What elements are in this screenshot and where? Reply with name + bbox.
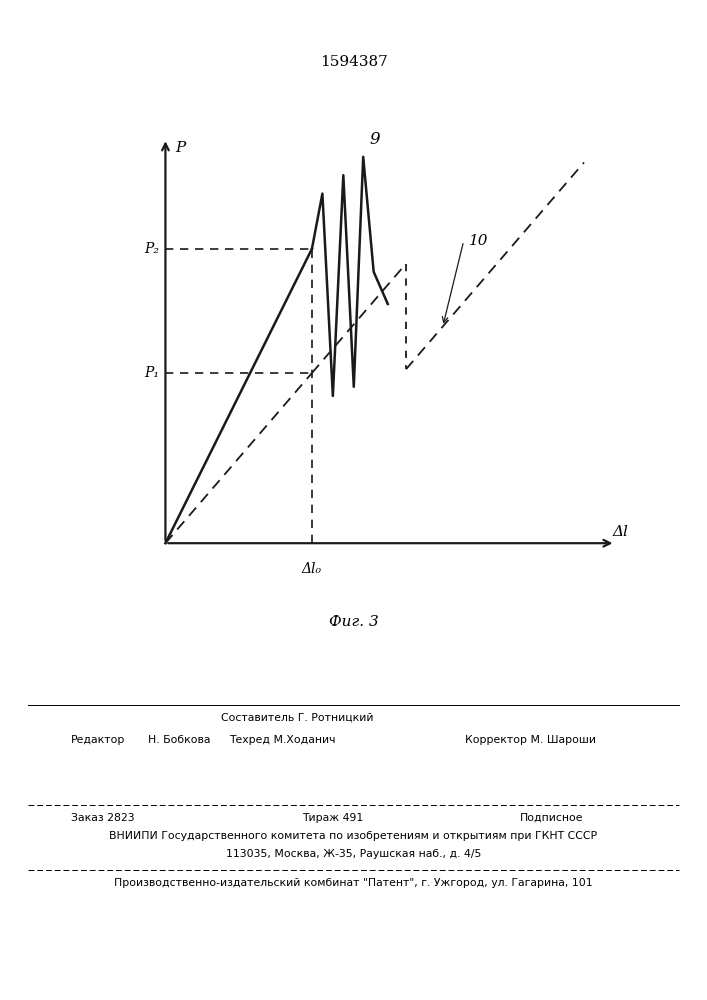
Text: 1594387: 1594387 (320, 55, 387, 69)
Text: Δl: Δl (613, 525, 629, 539)
Text: P: P (175, 141, 185, 155)
Text: Техред М.Ходанич: Техред М.Ходанич (230, 735, 336, 745)
Text: P₁: P₁ (144, 366, 159, 380)
Text: Фиг. 3: Фиг. 3 (329, 615, 378, 629)
Text: Δl₀: Δl₀ (302, 562, 322, 576)
Text: Составитель Г. Ротницкий: Составитель Г. Ротницкий (221, 713, 373, 723)
Text: Редактор: Редактор (71, 735, 125, 745)
Text: ВНИИПИ Государственного комитета по изобретениям и открытиям при ГКНТ СССР: ВНИИПИ Государственного комитета по изоб… (110, 831, 597, 841)
Text: 10: 10 (469, 234, 489, 248)
Text: 113035, Москва, Ж-35, Раушская наб., д. 4/5: 113035, Москва, Ж-35, Раушская наб., д. … (226, 849, 481, 859)
Text: Производственно-издательский комбинат "Патент", г. Ужгород, ул. Гагарина, 101: Производственно-издательский комбинат "П… (115, 878, 592, 888)
Text: Заказ 2823: Заказ 2823 (71, 813, 134, 823)
Text: Корректор М. Шароши: Корректор М. Шароши (464, 735, 596, 745)
Text: P₂: P₂ (144, 242, 159, 256)
Text: 9: 9 (370, 131, 380, 148)
Text: Подписное: Подписное (520, 813, 583, 823)
Text: Н. Бобкова: Н. Бобкова (148, 735, 211, 745)
Text: Тираж 491: Тираж 491 (302, 813, 363, 823)
